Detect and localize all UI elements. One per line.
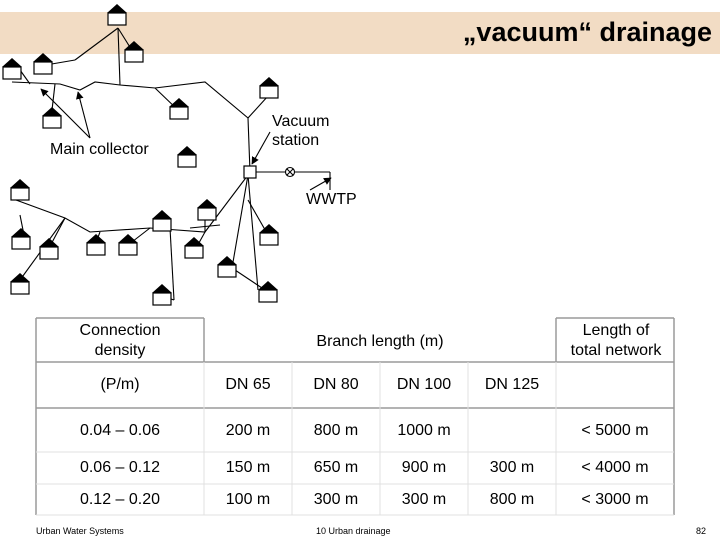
table-cell: 800 m [313, 422, 359, 439]
table-cell: 300 m [313, 491, 359, 508]
table-cell: 1000 m [397, 422, 451, 439]
dn-header: DN 80 [313, 376, 359, 393]
footer-left: Urban Water Systems [36, 526, 124, 536]
footer-center: 10 Urban drainage [316, 526, 391, 536]
unit-header: (P/m) [100, 376, 140, 393]
wwtp-label: WWTP [306, 191, 357, 208]
table-cell: 900 m [401, 459, 447, 476]
lower-collector-pipe [15, 174, 249, 233]
vacuum-station-label: Vacuum station [272, 113, 330, 149]
table-cell: 650 m [313, 459, 359, 476]
table-cell: 300 m [401, 491, 447, 508]
table-cell: 150 m [225, 459, 271, 476]
total-cell: < 5000 m [581, 422, 649, 439]
total-length-header: Length of total network [570, 322, 662, 359]
page-number: 82 [696, 526, 707, 536]
density-cell: 0.12 – 0.20 [79, 491, 161, 508]
total-cell: < 3000 m [581, 491, 649, 508]
density-cell: 0.04 – 0.06 [79, 422, 161, 439]
main-collector-label: Main collector [50, 141, 149, 158]
valve-icon [284, 166, 296, 178]
table-cell: 200 m [225, 422, 271, 439]
table-cell: 300 m [489, 459, 535, 476]
table-cell: 800 m [489, 491, 535, 508]
total-cell: < 4000 m [581, 459, 649, 476]
label-arrows [40, 88, 332, 191]
dn-header: DN 100 [396, 376, 452, 393]
connection-density-header: Connection density [79, 322, 161, 359]
branch-length-header: Branch length (m) [316, 333, 444, 350]
dn-header: DN 65 [225, 376, 271, 393]
dn-header: DN 125 [484, 376, 540, 393]
vacuum-station-box [243, 165, 257, 179]
network-diagram [1, 3, 332, 306]
density-cell: 0.06 – 0.12 [79, 459, 161, 476]
table-cell: 100 m [225, 491, 271, 508]
page-title: „vacuum“ drainage [462, 17, 712, 47]
